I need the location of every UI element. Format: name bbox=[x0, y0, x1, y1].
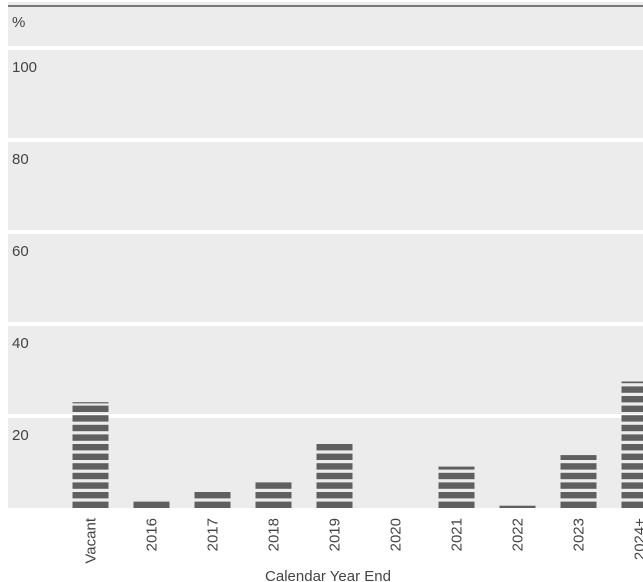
x-tick-label: 2019 bbox=[327, 518, 344, 551]
bar-stripe bbox=[72, 415, 109, 422]
y-tick-label: 40 bbox=[12, 335, 29, 352]
x-tick-label: 2017 bbox=[205, 518, 222, 551]
bar-stripe bbox=[560, 455, 597, 460]
bar-stripe bbox=[72, 472, 109, 480]
bar-stripe bbox=[621, 396, 643, 403]
bar-stripe bbox=[255, 492, 292, 499]
bar-stripe bbox=[621, 492, 643, 499]
bar-stripe bbox=[621, 415, 643, 422]
x-tick-label: 2016 bbox=[144, 518, 161, 551]
bar-stripe bbox=[72, 405, 109, 412]
bar-stripe bbox=[255, 501, 292, 508]
bar bbox=[499, 505, 536, 508]
bar-stripe bbox=[72, 492, 109, 499]
bar-stripe bbox=[438, 482, 475, 489]
bar-stripe bbox=[194, 501, 231, 508]
bar-stripe bbox=[621, 501, 643, 508]
bars bbox=[72, 381, 643, 508]
bar-stripe bbox=[621, 424, 643, 432]
bar-stripe bbox=[621, 434, 643, 441]
bar-stripe bbox=[621, 463, 643, 470]
bar-stripe bbox=[194, 492, 231, 499]
bar bbox=[194, 492, 231, 508]
bar bbox=[560, 455, 597, 508]
x-tick-label: 2024+ bbox=[632, 518, 643, 560]
bar-stripe bbox=[316, 444, 353, 451]
x-tick-label: 2018 bbox=[266, 518, 283, 551]
unit-label: % bbox=[12, 14, 25, 31]
bar-stripe bbox=[72, 463, 109, 470]
bar-stripe bbox=[560, 482, 597, 489]
bar-stripe bbox=[560, 501, 597, 508]
bar-stripe bbox=[560, 472, 597, 480]
bar-stripe bbox=[72, 482, 109, 489]
x-tick-label: 2020 bbox=[388, 518, 405, 551]
bar-stripe bbox=[72, 434, 109, 441]
bar-stripe bbox=[316, 463, 353, 470]
bar-stripe bbox=[438, 501, 475, 508]
y-tick-labels: 20 40 60 80 100 bbox=[12, 59, 37, 444]
bar-stripe bbox=[72, 402, 109, 404]
y-tick-label: 60 bbox=[12, 243, 29, 260]
bar-stripe bbox=[72, 501, 109, 508]
bar-stripe bbox=[316, 472, 353, 480]
y-tick-label: 80 bbox=[12, 151, 29, 168]
bar-stripe bbox=[316, 482, 353, 489]
x-tick-label: 2021 bbox=[449, 518, 466, 551]
bar-stripe bbox=[621, 453, 643, 460]
bar-stripe bbox=[621, 444, 643, 451]
bar-stripe bbox=[316, 501, 353, 508]
x-axis-title: Calendar Year End bbox=[265, 568, 391, 582]
bar bbox=[133, 501, 170, 508]
bar-stripe bbox=[499, 505, 536, 508]
bar-stripe bbox=[255, 482, 292, 489]
bar-stripe bbox=[560, 463, 597, 470]
x-tick-label: 2023 bbox=[571, 518, 588, 551]
y-tick-label: 20 bbox=[12, 427, 29, 444]
plot-band bbox=[8, 142, 643, 230]
bar bbox=[438, 466, 475, 508]
bar-stripe bbox=[316, 492, 353, 499]
bar-stripe bbox=[621, 386, 643, 393]
y-tick-label: 100 bbox=[12, 59, 37, 76]
bar-stripe bbox=[72, 453, 109, 460]
bar-stripe bbox=[621, 482, 643, 489]
plot-band bbox=[8, 2, 643, 46]
plot-band bbox=[8, 326, 643, 414]
bar-stripe bbox=[560, 492, 597, 499]
x-tick-label: 2022 bbox=[510, 518, 527, 551]
plot-band bbox=[8, 234, 643, 322]
plot-bands bbox=[8, 2, 643, 508]
bar-stripe bbox=[72, 444, 109, 451]
bar bbox=[72, 402, 109, 508]
x-tick-label: Vacant bbox=[83, 517, 100, 563]
bar-stripe bbox=[621, 381, 643, 384]
bar-stripe bbox=[72, 424, 109, 432]
bar bbox=[621, 381, 643, 508]
bar-stripe bbox=[438, 492, 475, 499]
bar bbox=[316, 444, 353, 508]
x-tick-labels: Vacant 2016 2017 2018 2019 2020 2021 2022 2023 20… bbox=[83, 517, 643, 563]
bar-stripe bbox=[316, 453, 353, 460]
bar bbox=[255, 482, 292, 508]
plot-band bbox=[8, 50, 643, 138]
bar-stripe bbox=[438, 466, 475, 470]
bar-stripe bbox=[621, 405, 643, 412]
bar-stripe bbox=[133, 501, 170, 508]
bar-stripe bbox=[438, 472, 475, 480]
bar-stripe bbox=[621, 472, 643, 480]
